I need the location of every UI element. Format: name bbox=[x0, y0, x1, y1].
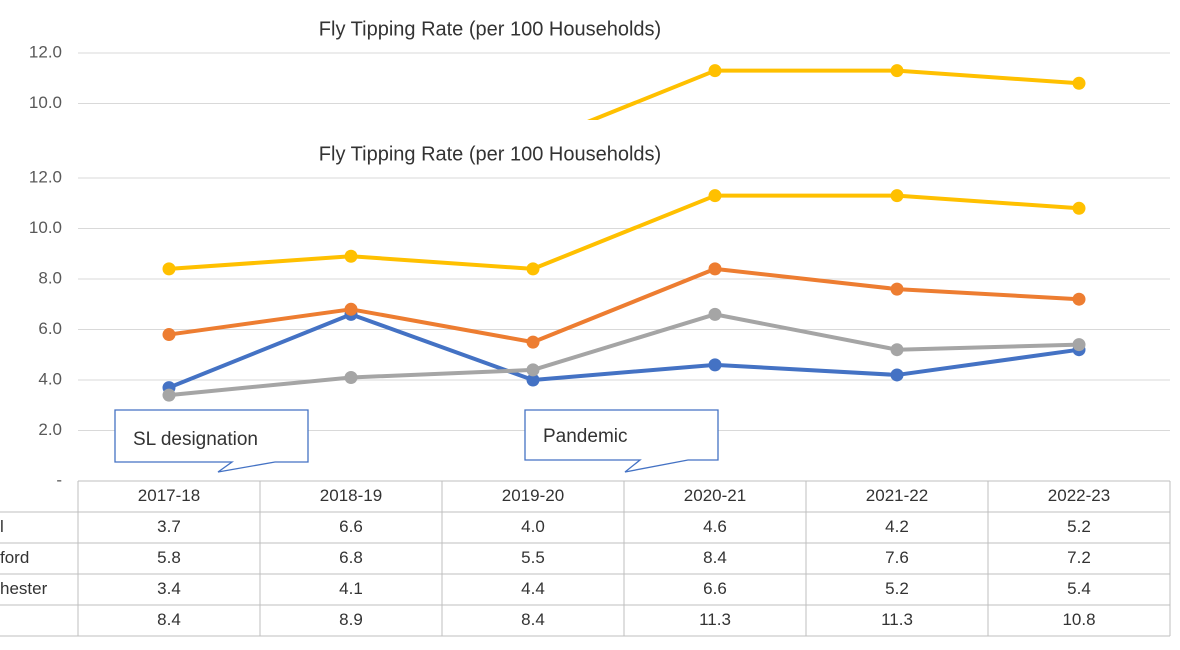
table-cell: 7.2 bbox=[1067, 548, 1091, 567]
point bbox=[890, 189, 904, 203]
y-tick-label: 10.0 bbox=[29, 218, 62, 237]
series-line bbox=[168, 312, 1080, 390]
point bbox=[890, 64, 904, 78]
table-cell: 6.6 bbox=[703, 579, 727, 598]
y-tick-label: 8.0 bbox=[38, 268, 62, 287]
table-cell: 5.4 bbox=[1067, 579, 1091, 598]
point bbox=[708, 358, 722, 372]
chart-copy-body: Fly Tipping Rate (per 100 Households)-2.… bbox=[29, 18, 1170, 120]
y-tick-label: 12.0 bbox=[29, 42, 62, 61]
y-tick-label: 10.0 bbox=[29, 93, 62, 112]
point bbox=[1072, 338, 1086, 352]
table-cell: 4.4 bbox=[521, 579, 545, 598]
table-cell: 3.4 bbox=[157, 579, 181, 598]
point bbox=[708, 64, 722, 78]
table-cell: 8.4 bbox=[157, 610, 181, 629]
point bbox=[708, 189, 722, 203]
y-tick-label: 12.0 bbox=[29, 167, 62, 186]
point bbox=[1072, 292, 1086, 306]
point bbox=[708, 262, 722, 276]
table-cell: 11.3 bbox=[699, 610, 731, 629]
table-cell: 10.8 bbox=[1062, 610, 1095, 629]
x-tick-label: 2017-18 bbox=[138, 486, 200, 505]
callout bbox=[524, 409, 719, 473]
point bbox=[708, 307, 722, 321]
callout bbox=[114, 409, 309, 473]
table-cell: 4.1 bbox=[339, 579, 363, 598]
table-cell: 8.4 bbox=[703, 548, 727, 567]
table-cell: 4.2 bbox=[885, 517, 909, 536]
table-cell: 5.2 bbox=[1067, 517, 1091, 536]
annotation: Pandemic bbox=[543, 426, 628, 447]
y-tick-label: 2.0 bbox=[38, 420, 62, 439]
table-cell: 4.6 bbox=[703, 517, 727, 536]
table-cell: 7.6 bbox=[885, 548, 909, 567]
point bbox=[162, 328, 176, 342]
table-cell: 6.8 bbox=[339, 548, 363, 567]
table-cell: 5.5 bbox=[521, 548, 545, 567]
point bbox=[162, 388, 176, 402]
x-tick-label: 2020-21 bbox=[684, 486, 746, 505]
point bbox=[1072, 76, 1086, 90]
point bbox=[1072, 201, 1086, 215]
point bbox=[526, 335, 540, 349]
x-tick-label: 2019-20 bbox=[502, 486, 564, 505]
point bbox=[344, 302, 358, 316]
chart-title: Fly Tipping Rate (per 100 Households) bbox=[319, 143, 661, 165]
point bbox=[526, 373, 540, 387]
y-tick-label: - bbox=[56, 470, 62, 489]
point bbox=[890, 343, 904, 357]
point bbox=[344, 249, 358, 263]
series-line bbox=[587, 68, 1080, 120]
x-tick-label: 2022-23 bbox=[1048, 486, 1110, 505]
x-tick-label: 2021-22 bbox=[866, 486, 928, 505]
table-cell: 6.6 bbox=[339, 517, 363, 536]
annotation: SL designation bbox=[133, 429, 258, 450]
point bbox=[890, 368, 904, 382]
table-cell: 4.0 bbox=[521, 517, 545, 536]
series-line bbox=[168, 266, 1080, 345]
series-line bbox=[168, 312, 1080, 398]
point bbox=[526, 363, 540, 377]
table-cell: 11.3 bbox=[881, 610, 913, 629]
point bbox=[344, 370, 358, 384]
point bbox=[526, 262, 540, 276]
table-cell: 8.9 bbox=[339, 610, 363, 629]
y-tick-label: 6.0 bbox=[38, 319, 62, 338]
x-tick-label: 2018-19 bbox=[320, 486, 382, 505]
y-tick-label: 4.0 bbox=[38, 369, 62, 388]
point bbox=[162, 262, 176, 276]
table-cell: 3.7 bbox=[157, 517, 181, 536]
table-cell: 5.2 bbox=[885, 579, 909, 598]
series-line bbox=[168, 193, 1080, 271]
legend-label: ford bbox=[0, 548, 29, 567]
chart-copy: Fly Tipping Rate (per 100 Households)-2.… bbox=[29, 18, 1170, 120]
table-cell: 8.4 bbox=[521, 610, 545, 629]
point bbox=[890, 282, 904, 296]
legend-label: hester bbox=[0, 579, 48, 598]
legend-label: l bbox=[0, 517, 4, 536]
chart-title: Fly Tipping Rate (per 100 Households) bbox=[319, 18, 661, 40]
table-cell: 5.8 bbox=[157, 548, 181, 567]
